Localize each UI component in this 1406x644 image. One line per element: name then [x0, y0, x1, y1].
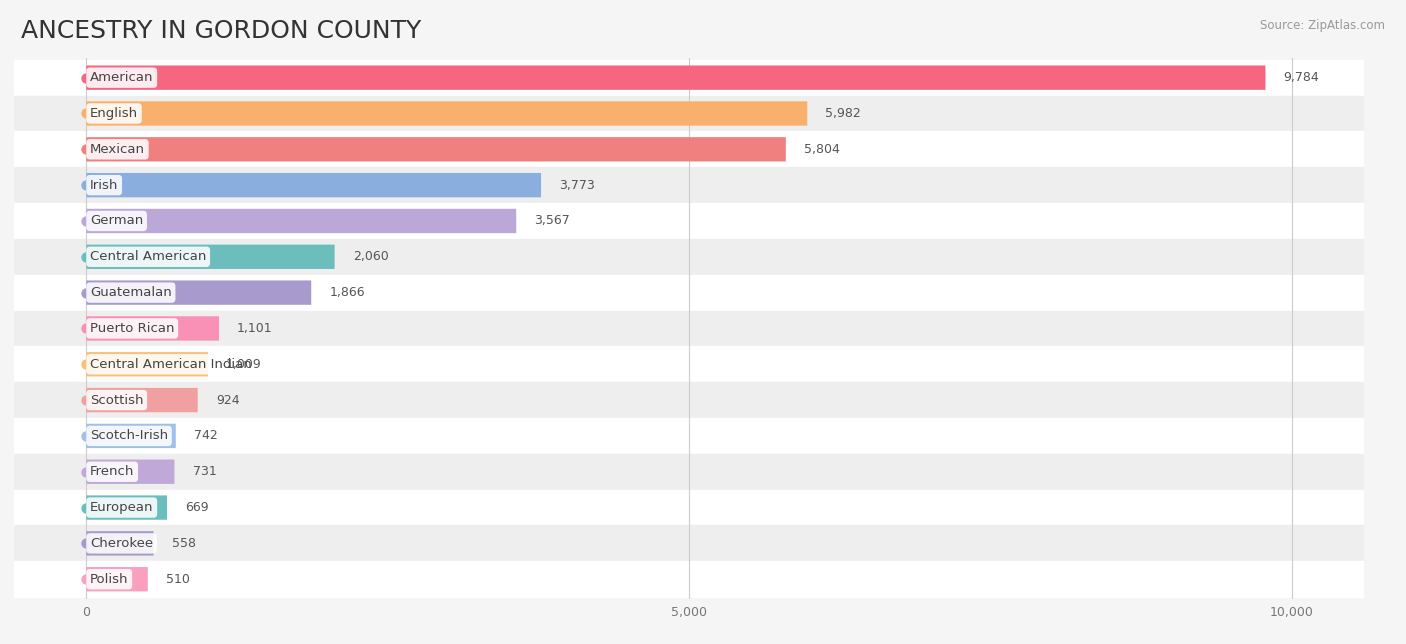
Text: Scottish: Scottish — [90, 393, 143, 406]
FancyBboxPatch shape — [86, 388, 198, 412]
FancyBboxPatch shape — [86, 66, 1265, 90]
FancyBboxPatch shape — [86, 424, 176, 448]
Bar — [14, 95, 1364, 131]
Text: 3,773: 3,773 — [560, 178, 595, 192]
FancyBboxPatch shape — [86, 495, 167, 520]
FancyBboxPatch shape — [86, 531, 153, 556]
FancyBboxPatch shape — [86, 316, 219, 341]
Text: Scotch-Irish: Scotch-Irish — [90, 430, 169, 442]
Bar — [14, 203, 1364, 239]
Text: 669: 669 — [186, 501, 208, 514]
Text: 5,804: 5,804 — [804, 143, 839, 156]
Text: European: European — [90, 501, 153, 514]
Bar — [14, 239, 1364, 275]
Bar — [14, 60, 1364, 95]
FancyBboxPatch shape — [86, 352, 208, 377]
FancyBboxPatch shape — [86, 101, 807, 126]
FancyBboxPatch shape — [86, 280, 311, 305]
Text: 731: 731 — [193, 465, 217, 478]
Text: 1,866: 1,866 — [329, 286, 366, 299]
Bar — [14, 275, 1364, 310]
Text: 510: 510 — [166, 573, 190, 585]
Bar — [14, 489, 1364, 526]
Text: Irish: Irish — [90, 178, 118, 192]
Text: Puerto Rican: Puerto Rican — [90, 322, 174, 335]
Text: American: American — [90, 71, 153, 84]
FancyBboxPatch shape — [86, 209, 516, 233]
Text: 1,101: 1,101 — [238, 322, 273, 335]
Text: English: English — [90, 107, 138, 120]
Text: Central American Indian: Central American Indian — [90, 358, 252, 371]
Bar — [14, 346, 1364, 382]
Bar — [14, 562, 1364, 597]
Text: German: German — [90, 214, 143, 227]
Text: 558: 558 — [172, 537, 195, 550]
FancyBboxPatch shape — [86, 173, 541, 197]
FancyBboxPatch shape — [86, 137, 786, 162]
Text: ANCESTRY IN GORDON COUNTY: ANCESTRY IN GORDON COUNTY — [21, 19, 422, 43]
FancyBboxPatch shape — [86, 245, 335, 269]
FancyBboxPatch shape — [86, 460, 174, 484]
Text: 9,784: 9,784 — [1284, 71, 1319, 84]
Text: Central American: Central American — [90, 251, 207, 263]
Text: Guatemalan: Guatemalan — [90, 286, 172, 299]
Text: Mexican: Mexican — [90, 143, 145, 156]
Text: 5,982: 5,982 — [825, 107, 860, 120]
Bar — [14, 526, 1364, 562]
Text: 3,567: 3,567 — [534, 214, 569, 227]
Text: 2,060: 2,060 — [353, 251, 388, 263]
FancyBboxPatch shape — [86, 567, 148, 591]
Text: French: French — [90, 465, 135, 478]
Text: Polish: Polish — [90, 573, 128, 585]
Bar — [14, 382, 1364, 418]
Bar — [14, 131, 1364, 167]
Bar — [14, 167, 1364, 203]
Text: Source: ZipAtlas.com: Source: ZipAtlas.com — [1260, 19, 1385, 32]
Text: Cherokee: Cherokee — [90, 537, 153, 550]
Text: 742: 742 — [194, 430, 218, 442]
Text: 1,009: 1,009 — [226, 358, 262, 371]
Bar — [14, 418, 1364, 454]
Bar — [14, 454, 1364, 489]
Text: 924: 924 — [215, 393, 239, 406]
Bar — [14, 310, 1364, 346]
